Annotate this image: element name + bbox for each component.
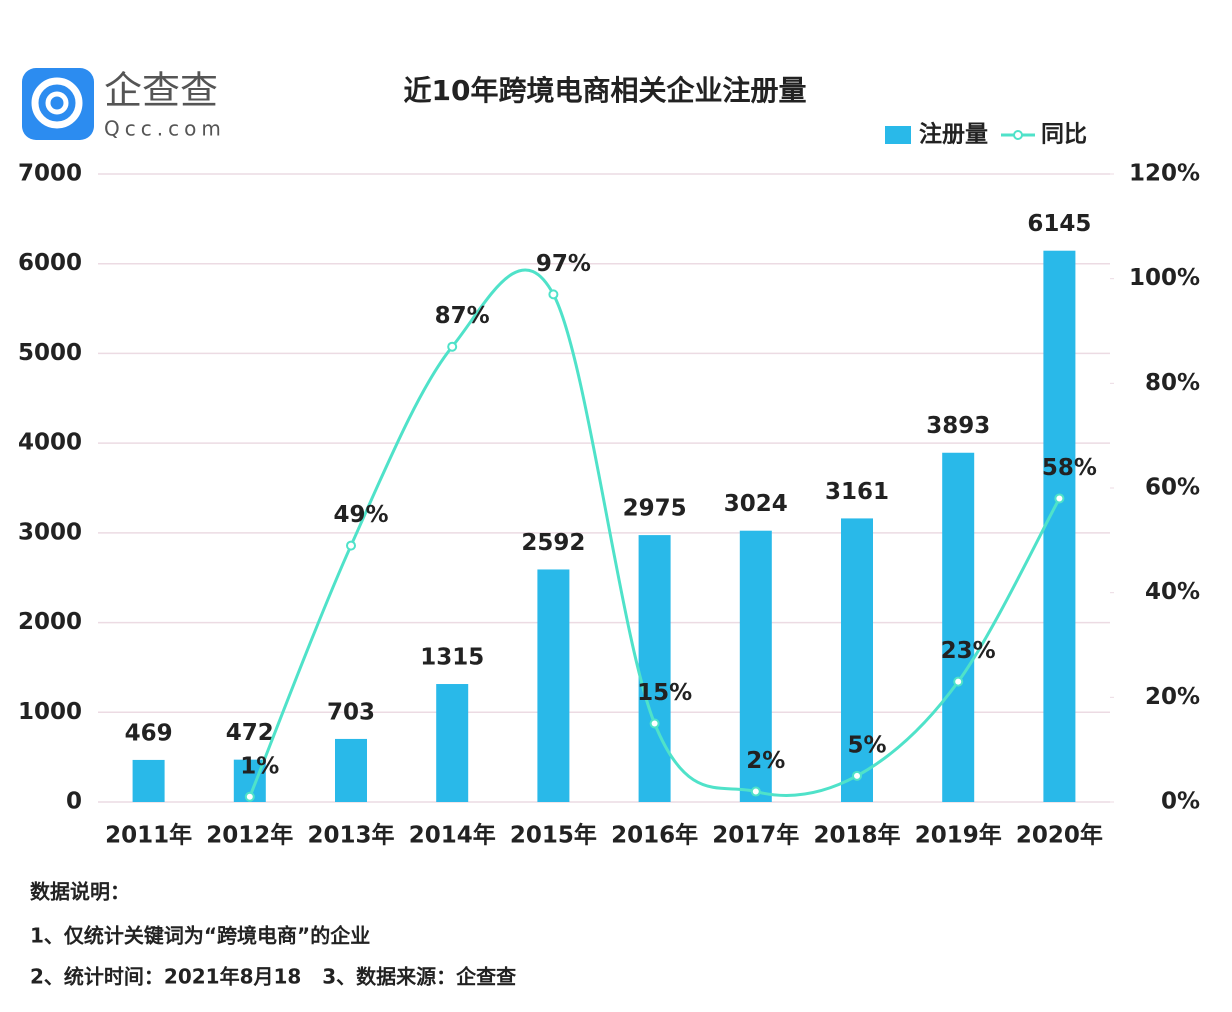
- line-label: 87%: [435, 303, 490, 329]
- legend-label: 注册量: [919, 121, 988, 148]
- bar-label: 703: [327, 699, 375, 725]
- logo: 企查查 Qcc.com: [22, 68, 226, 141]
- x-tick-label: 2017年: [712, 822, 799, 849]
- x-tick-label: 2012年: [206, 822, 293, 849]
- line-point: [346, 540, 356, 551]
- bar-label: 3161: [825, 479, 889, 505]
- bar-label: 1315: [420, 645, 484, 671]
- y-tick-label: 5000: [18, 340, 82, 366]
- bar-label: 3893: [926, 413, 990, 439]
- bar: [1043, 250, 1076, 803]
- x-tick-label: 2018年: [813, 822, 900, 849]
- y2-tick-label: 120%: [1129, 161, 1200, 187]
- legend-swatch: [1013, 130, 1023, 140]
- x-tick-label: 2011年: [105, 822, 192, 849]
- line-point: [750, 786, 761, 797]
- x-tick-label: 2014年: [409, 822, 496, 849]
- line-point: [953, 676, 964, 687]
- line-point: [649, 718, 660, 729]
- bar-label: 2592: [521, 530, 585, 556]
- line-point: [1054, 493, 1065, 504]
- x-tick-label: 2013年: [307, 822, 394, 849]
- bar-label: 472: [226, 720, 274, 746]
- line-label: 23%: [941, 638, 996, 664]
- bar: [841, 518, 873, 802]
- note: 数据说明：: [30, 880, 130, 904]
- bar: [739, 530, 772, 802]
- logo-domain: Qcc.com: [104, 117, 226, 141]
- bar: [436, 684, 469, 802]
- line: [248, 268, 1061, 798]
- note: 1、仅统计关键词为“跨境电商”的企业: [30, 924, 370, 948]
- bar-label: 3024: [724, 491, 788, 517]
- y-tick-label: 3000: [18, 519, 82, 545]
- bar: [638, 535, 671, 802]
- line-label: 97%: [536, 251, 591, 277]
- y2-tick-label: 40%: [1145, 579, 1200, 605]
- y2-tick-label: 60%: [1145, 475, 1200, 501]
- line-label: 58%: [1042, 455, 1097, 481]
- line-point: [852, 770, 862, 781]
- y-tick-label: 7000: [18, 161, 82, 187]
- bar: [335, 738, 367, 802]
- y2-tick-label: 80%: [1145, 370, 1200, 396]
- line-point: [244, 791, 255, 802]
- bar: [942, 452, 975, 802]
- line-label: 15%: [637, 680, 692, 706]
- x-tick-label: 2020年: [1016, 822, 1103, 849]
- bar-label: 2975: [623, 496, 687, 522]
- logo-name: 企查查: [104, 69, 218, 113]
- line-point: [447, 341, 458, 352]
- y-tick-label: 0: [66, 789, 82, 815]
- bar: [537, 569, 570, 802]
- y2-tick-label: 20%: [1145, 684, 1200, 710]
- y-tick-label: 2000: [18, 609, 82, 635]
- line-label: 49%: [333, 502, 388, 528]
- note: 2、统计时间：2021年8月18 3、数据来源：企查查: [30, 965, 516, 989]
- line-label: 5%: [847, 732, 886, 758]
- y-tick-label: 6000: [18, 250, 82, 276]
- bar-label: 469: [125, 720, 173, 746]
- legend-swatch: [885, 126, 911, 144]
- bar-label: 6145: [1027, 211, 1091, 237]
- logo-inner: [45, 91, 69, 115]
- line-label: 2%: [746, 748, 785, 774]
- x-tick-label: 2019年: [915, 822, 1002, 849]
- y-tick-label: 4000: [18, 430, 82, 456]
- y2-tick-label: 0%: [1161, 789, 1200, 815]
- y2-tick-label: 100%: [1129, 265, 1200, 291]
- x-tick-label: 2015年: [510, 822, 597, 849]
- bar: [132, 759, 165, 802]
- legend-label: 同比: [1041, 122, 1087, 148]
- logo-ring: [31, 77, 83, 129]
- chart-title: 近10年跨境电商相关企业注册量: [404, 74, 807, 107]
- y-tick-label: 1000: [18, 699, 82, 725]
- x-tick-label: 2016年: [611, 822, 698, 849]
- line-label: 1%: [240, 753, 279, 779]
- line-point: [548, 289, 559, 300]
